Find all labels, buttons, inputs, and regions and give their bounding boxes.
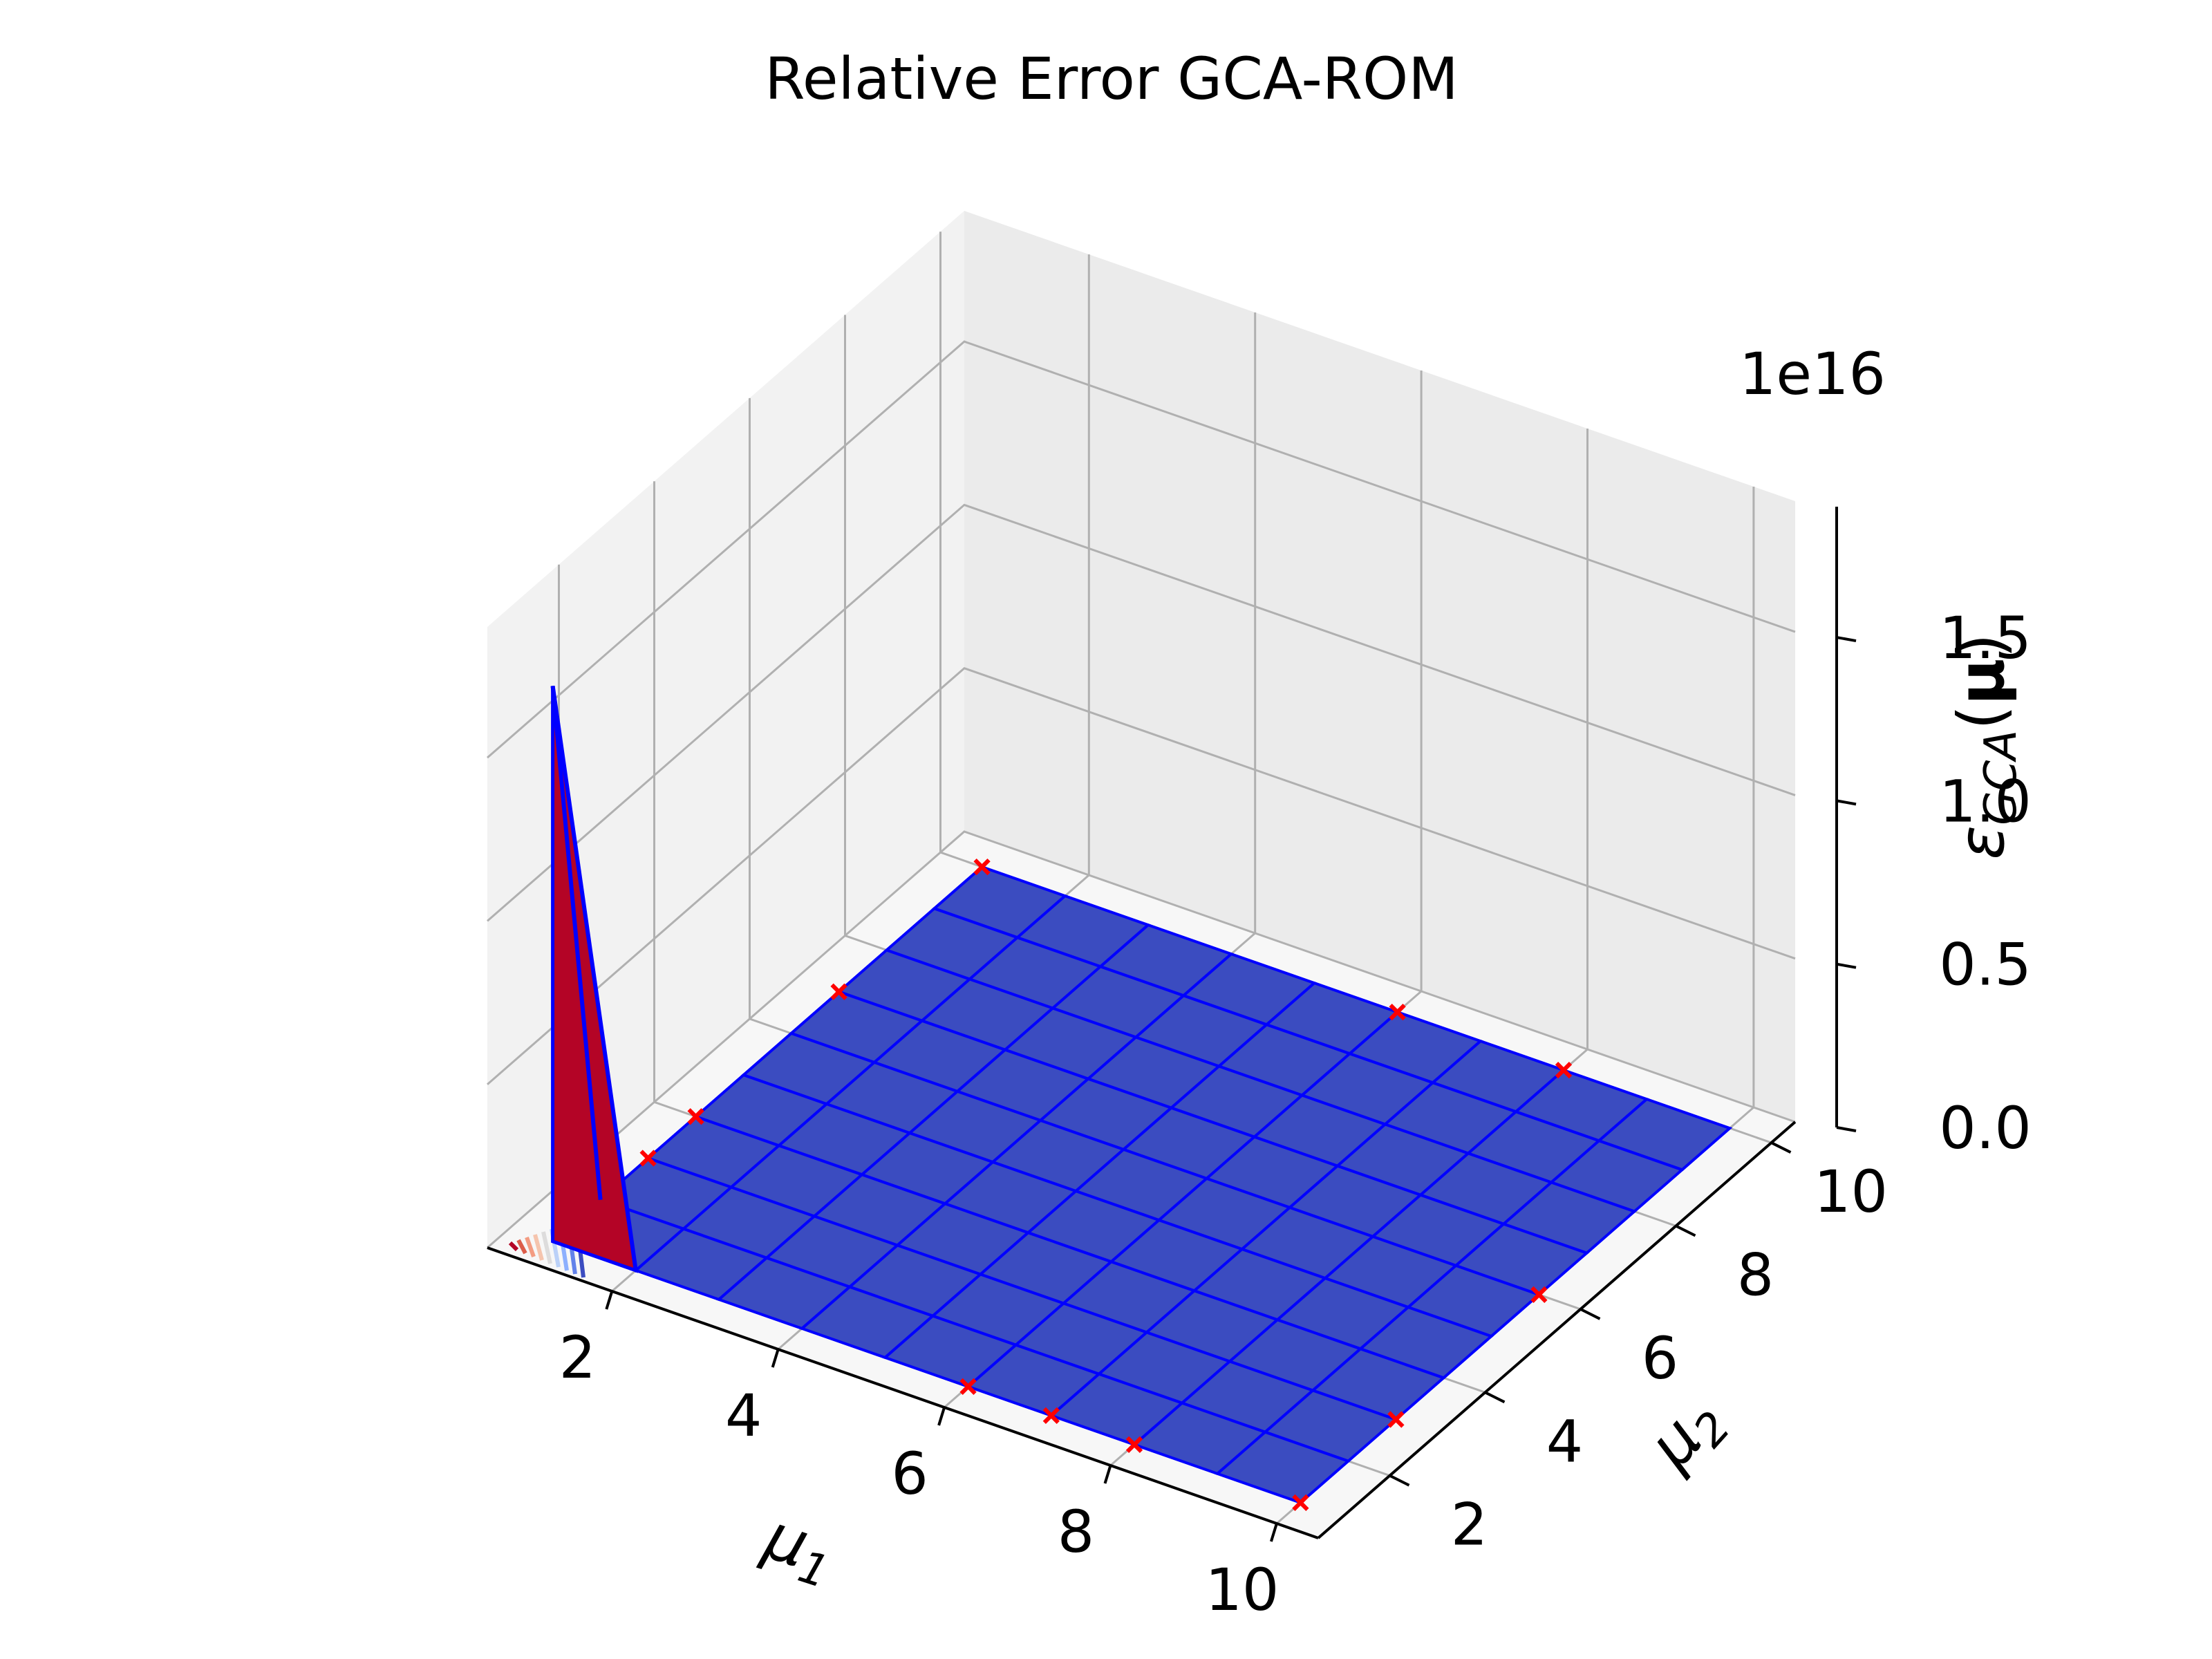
marker-stroke xyxy=(959,1378,977,1396)
marker-stroke xyxy=(1389,1003,1406,1021)
grid-line-z xyxy=(487,340,1796,759)
training-point-marker xyxy=(1555,1061,1573,1079)
z-tick-mark xyxy=(1836,1126,1857,1132)
marker-stroke xyxy=(639,1150,657,1167)
x-tick-label: 2 xyxy=(559,1324,596,1391)
marker-stroke xyxy=(1555,1061,1573,1079)
y-tick-label: 10 xyxy=(1814,1158,1888,1226)
training-point-marker xyxy=(1389,1003,1406,1021)
x-tick-mark xyxy=(771,1349,780,1368)
axes-lines xyxy=(487,507,1838,1539)
x-axis-line xyxy=(487,1246,1319,1539)
grid-line-z xyxy=(487,830,1796,1249)
x-tick-label: 8 xyxy=(1058,1498,1094,1566)
x-tick-mark xyxy=(1269,1523,1278,1542)
spike-edge xyxy=(550,686,638,1271)
x-tick-mark xyxy=(937,1407,946,1426)
z-tick-mark xyxy=(1836,962,1857,969)
training-point-marker xyxy=(1292,1494,1309,1512)
x-axis-label: μ1 xyxy=(752,1499,844,1598)
marker-stroke xyxy=(973,858,991,876)
contour-band xyxy=(541,1231,552,1264)
y-tick-label: 2 xyxy=(1451,1491,1488,1559)
z-axis-label-sub: GCA xyxy=(1976,730,2027,825)
training-point-marker xyxy=(830,983,847,1000)
grid-line-z xyxy=(487,666,1796,1085)
training-points xyxy=(639,858,1573,1512)
y-tick-mark xyxy=(1580,1308,1601,1320)
training-point-marker xyxy=(1530,1286,1548,1304)
training-point-marker xyxy=(1042,1407,1060,1425)
x-tick-mark xyxy=(1103,1465,1112,1484)
error-surface xyxy=(550,686,1733,1505)
marker-stroke xyxy=(687,1108,704,1125)
y-tick-mark xyxy=(1770,1141,1792,1154)
contour-band xyxy=(516,1239,527,1255)
y-tick-mark xyxy=(1484,1391,1506,1404)
z-tick-label: 1.5 xyxy=(1939,604,2032,672)
marker-stroke xyxy=(1125,1436,1143,1454)
x-tick-label: 6 xyxy=(891,1440,928,1508)
contour-band xyxy=(508,1241,519,1252)
z-axis-label-mu: μ xyxy=(1944,658,2018,705)
z-tick-label: 0.5 xyxy=(1939,931,2032,999)
marker-stroke xyxy=(1387,1411,1405,1428)
training-point-marker xyxy=(959,1378,977,1396)
y-tick-label: 4 xyxy=(1546,1407,1583,1475)
contour-band xyxy=(525,1236,536,1258)
chart-title: Relative Error GCA-ROM xyxy=(765,45,1459,113)
x-tick-mark xyxy=(605,1291,614,1310)
y-axis-label: μ2 xyxy=(1633,1381,1741,1488)
z-axis-label: εGCA(μ) xyxy=(1944,633,2027,859)
training-point-marker xyxy=(973,858,991,876)
z-axis-label-paren: ( xyxy=(1944,705,2018,730)
y-axis-line xyxy=(1317,1121,1797,1539)
z-tick-mark xyxy=(1836,799,1857,806)
z-axis-label-base: ε xyxy=(1944,825,2018,860)
contour-band xyxy=(533,1234,544,1261)
y-tick-label: 8 xyxy=(1737,1241,1774,1309)
z-offset-label: 1e16 xyxy=(1739,340,1886,408)
marker-stroke xyxy=(830,983,847,1000)
y-tick-mark xyxy=(1389,1474,1410,1487)
training-point-marker xyxy=(1125,1436,1143,1454)
grid-line-z xyxy=(487,503,1796,922)
z-tick-label: 0.0 xyxy=(1939,1094,2032,1162)
x-tick-label: 10 xyxy=(1205,1556,1279,1624)
spike-edge xyxy=(550,686,603,1200)
z-tick-mark xyxy=(1836,636,1857,643)
marker-stroke xyxy=(1042,1407,1060,1425)
y-tick-label: 6 xyxy=(1642,1324,1678,1392)
z-axis-label-paren-close: ) xyxy=(1944,633,2018,658)
training-point-marker xyxy=(1387,1411,1405,1428)
x-tick-label: 4 xyxy=(725,1382,762,1450)
surface-cell xyxy=(1215,1430,1351,1505)
marker-stroke xyxy=(1292,1494,1309,1512)
training-point-marker xyxy=(687,1108,704,1125)
z-tick-label: 1.0 xyxy=(1939,767,2032,835)
y-tick-mark xyxy=(1675,1224,1696,1237)
marker-stroke xyxy=(1530,1286,1548,1304)
training-point-marker xyxy=(639,1150,657,1167)
